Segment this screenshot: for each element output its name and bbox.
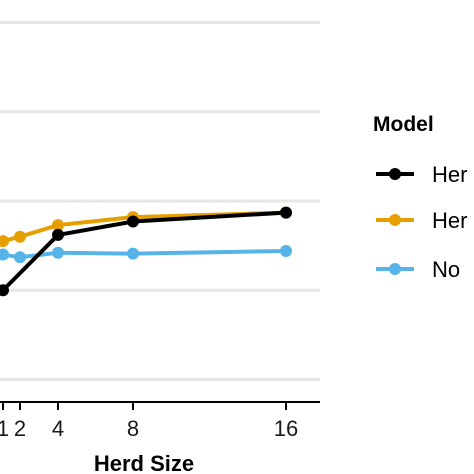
data-point — [127, 215, 139, 228]
data-point — [14, 251, 26, 264]
data-point — [280, 206, 292, 219]
plot-area: 1 2 4 8 16 — [0, 20, 320, 441]
legend-title: Model — [373, 113, 434, 136]
legend-entry: No — [376, 257, 460, 282]
legend-key-marker — [389, 214, 401, 226]
series-line — [1, 210, 287, 292]
series-layer — [0, 206, 292, 297]
data-point — [0, 248, 9, 261]
x-tick-label: 4 — [52, 416, 64, 441]
data-point — [52, 228, 64, 241]
gridlines — [0, 20, 320, 382]
legend: Model Her Her No — [373, 113, 467, 282]
data-point — [52, 246, 64, 259]
series-line — [2, 248, 287, 260]
legend-entry: Her — [376, 162, 467, 187]
data-point — [0, 284, 9, 297]
data-point — [0, 235, 9, 248]
x-tick-label: 1 — [0, 416, 9, 441]
data-point — [14, 230, 26, 243]
x-tick-label: 16 — [274, 416, 298, 441]
legend-key-marker — [389, 263, 401, 275]
data-point — [52, 219, 64, 232]
legend-label: Her — [432, 208, 467, 233]
data-point — [127, 247, 139, 260]
legend-label: Her — [432, 162, 467, 187]
legend-label: No — [432, 257, 460, 282]
x-tick-label: 2 — [14, 416, 26, 441]
x-tick-label: 8 — [127, 416, 139, 441]
x-axis-title: Herd Size — [94, 451, 194, 474]
series-0 — [0, 206, 292, 297]
data-point — [280, 244, 292, 257]
legend-key-marker — [389, 168, 401, 180]
x-axis-ticks: 1 2 4 8 16 — [0, 402, 298, 441]
series-1 — [0, 206, 292, 248]
legend-entry: Her — [376, 208, 467, 233]
legend-entries: Her Her No — [376, 162, 467, 282]
series-2 — [0, 244, 292, 264]
